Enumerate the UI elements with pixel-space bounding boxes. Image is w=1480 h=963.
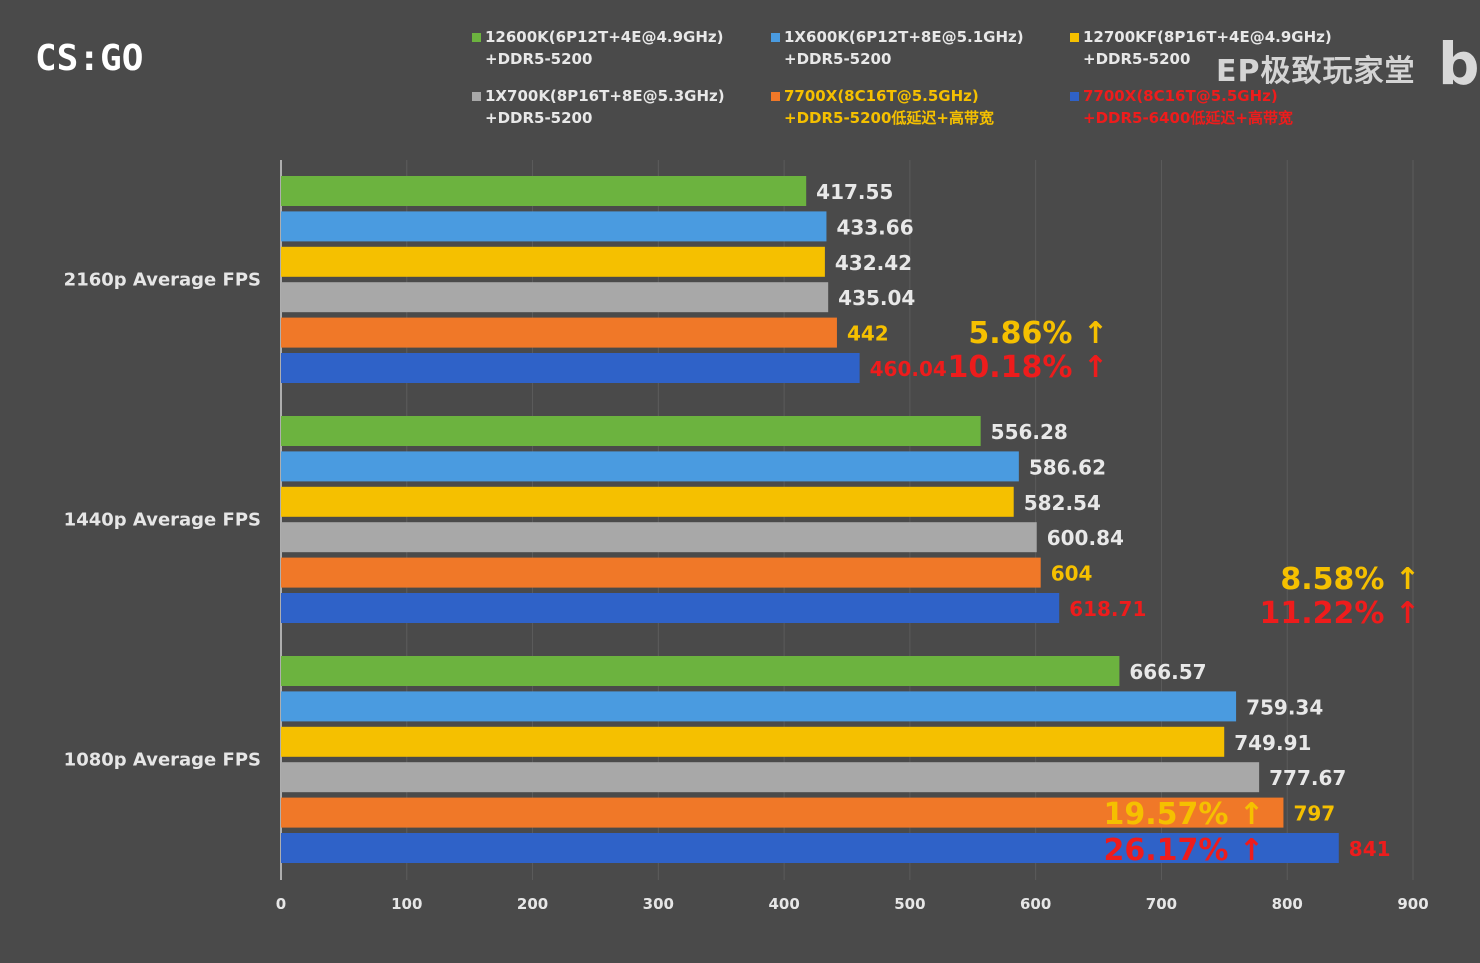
data-label: 759.34 [1246,695,1323,719]
x-tick-label: 0 [276,895,286,913]
percent-annotation-blue: 10.18% ↑ [947,350,1108,385]
bar [281,522,1037,553]
bar [281,451,1019,482]
legend-label-line2: +DDR5-5200 [485,109,593,127]
watermark-text: EP极致玩家堂 [1216,54,1416,89]
legend-label-line2: +DDR5-5200低延迟+高带宽 [784,109,995,127]
data-label: 749.91 [1234,731,1311,755]
category-label: 2160p Average FPS [64,270,261,291]
bar [281,317,837,348]
x-tick-label: 200 [517,895,548,913]
legend-item-7700x-6400: 7700X(8C16T@5.5GHz) +DDR5-6400低延迟+高带宽 [1070,85,1293,129]
x-tick-label: 800 [1272,895,1303,913]
data-label: 600.84 [1047,526,1124,550]
x-tick-label: 300 [643,895,674,913]
data-label: 582.54 [1024,491,1101,515]
legend-item-1x600k: 1X600K(6P12T+8E@5.1GHz) +DDR5-5200 [771,26,1024,70]
legend-swatch [472,32,481,42]
legend-label-line2: +DDR5-5200 [485,50,593,68]
category-label: 1080p Average FPS [64,750,261,771]
data-label: 442 [847,322,889,346]
data-label: 586.62 [1029,455,1106,479]
data-label: 618.71 [1069,597,1146,621]
legend-item-7700x-5200: 7700X(8C16T@5.5GHz) +DDR5-5200低延迟+高带宽 [771,85,994,129]
legend-label-line2: +DDR5-5200 [784,50,892,68]
percent-annotation-orange: 8.58% ↑ [1280,562,1420,597]
legend-item-12700kf: 12700KF(8P16T+4E@4.9GHz) +DDR5-5200 [1070,26,1332,70]
legend-swatch [1070,32,1079,42]
bar [281,726,1225,757]
watermark-logo: bi [1438,30,1480,98]
bar [281,246,825,277]
bar [281,176,807,206]
legend-swatch [472,91,481,101]
x-tick-label: 900 [1397,895,1428,913]
percent-annotation-orange: 5.86% ↑ [968,316,1108,351]
bar [281,282,829,313]
legend-label-line1: 1X700K(8P16T+8E@5.3GHz) [485,87,725,105]
percent-annotation-orange: 19.57% ↑ [1103,797,1264,832]
data-label: 666.57 [1129,660,1206,684]
data-label: 556.28 [991,420,1068,444]
percent-annotation-blue: 26.17% ↑ [1103,833,1264,868]
data-label: 433.66 [836,215,913,239]
chart-title: CS:GO [35,38,144,79]
legend-label-line1: 7700X(8C16T@5.5GHz) [1083,87,1278,105]
data-label: 417.55 [816,180,893,204]
x-tick-label: 400 [768,895,799,913]
legend-label-line1: 12700KF(8P16T+4E@4.9GHz) [1083,28,1332,46]
x-tick-label: 100 [391,895,422,913]
x-tick-label: 500 [894,895,925,913]
bar [281,353,860,383]
bar [281,557,1041,588]
legend-swatch [771,32,780,42]
bar [281,797,1284,828]
bar [281,486,1014,517]
x-tick-label: 700 [1146,895,1177,913]
data-label: 797 [1293,802,1335,826]
legend-item-12600k: 12600K(6P12T+4E@4.9GHz) +DDR5-5200 [472,26,723,70]
data-label: 435.04 [838,286,915,310]
bar [281,211,827,242]
data-label: 777.67 [1269,766,1346,790]
bar [281,762,1260,793]
percent-annotation-blue: 11.22% ↑ [1259,596,1420,631]
legend-label-line1: 12600K(6P12T+4E@4.9GHz) [485,28,724,46]
bar [281,656,1120,686]
legend-label-line2: +DDR5-5200 [1083,50,1191,68]
legend-item-1x700k: 1X700K(8P16T+8E@5.3GHz) +DDR5-5200 [472,85,725,129]
bar [281,691,1237,722]
bar [281,416,981,446]
data-label: 432.42 [835,251,912,275]
x-tick-label: 600 [1020,895,1051,913]
legend-label-line1: 1X600K(6P12T+8E@5.1GHz) [784,28,1024,46]
legend-label-line1: 7700X(8C16T@5.5GHz) [784,87,979,105]
bar [281,593,1060,623]
legend-swatch [1070,91,1079,101]
legend-swatch [771,91,780,101]
category-label: 1440p Average FPS [64,510,261,531]
data-label: 604 [1051,562,1093,586]
data-label: 460.04 [870,357,947,381]
bar [281,833,1339,863]
data-label: 841 [1349,837,1391,861]
legend-label-line2: +DDR5-6400低延迟+高带宽 [1083,109,1294,127]
